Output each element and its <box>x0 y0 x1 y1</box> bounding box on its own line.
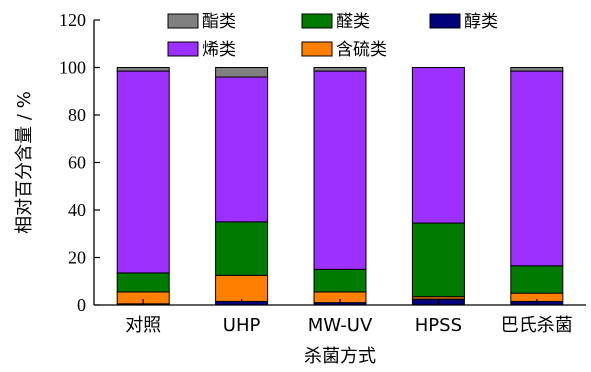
x-tick-label: 对照 <box>125 315 161 336</box>
bar-segment <box>411 67 465 224</box>
legend-label: 醛类 <box>336 12 370 32</box>
legend-swatch <box>429 13 461 29</box>
legend-label: 含硫类 <box>336 40 387 60</box>
bar-segment <box>510 67 564 72</box>
y-tick-label: 0 <box>77 295 86 315</box>
legend-item: 烯类 <box>167 40 236 60</box>
bar-segment <box>116 272 170 293</box>
bar-stack <box>313 67 367 306</box>
x-tick-label: MW-UV <box>308 315 373 336</box>
x-axis-title: 杀菌方式 <box>304 346 376 367</box>
legend-item: 醛类 <box>301 12 370 32</box>
y-axis: 0 20 40 60 80 100 120 <box>59 10 100 315</box>
bar-segment <box>215 221 269 276</box>
legend-item: 酯类 <box>167 12 236 32</box>
bar-stack <box>116 67 170 306</box>
bar-segment <box>116 67 170 72</box>
bar-stack <box>215 67 269 306</box>
bar-stack <box>510 67 564 306</box>
bar-segment <box>116 70 170 274</box>
x-tick-label: UHP <box>223 315 261 336</box>
y-axis-title: 相对百分含量 / % <box>14 91 35 234</box>
legend-swatch <box>167 13 199 29</box>
legend-label: 醇类 <box>464 12 498 32</box>
y-tick-label: 120 <box>59 10 86 30</box>
legend-label: 酯类 <box>202 12 236 32</box>
bar-segment <box>411 222 465 298</box>
bar-segment <box>215 67 269 78</box>
x-axis: 对照 UHP MW-UV HPSS 巴氏杀菌 <box>94 299 586 336</box>
bar-segment <box>313 70 367 270</box>
legend-swatch <box>167 41 199 57</box>
bar-segment <box>313 268 367 293</box>
bar-segment <box>313 67 367 72</box>
legend-swatch <box>301 41 333 57</box>
bar-segment <box>215 76 269 223</box>
bar-segment <box>215 274 269 302</box>
y-tick-label: 20 <box>68 248 86 268</box>
y-tick-label: 60 <box>68 153 86 173</box>
legend-item: 醇类 <box>429 12 498 32</box>
y-tick-label: 100 <box>59 58 86 78</box>
bar-stack <box>411 67 465 306</box>
bar-segment <box>510 70 564 267</box>
legend-label: 烯类 <box>202 40 236 60</box>
x-tick-label: HPSS <box>415 315 462 336</box>
x-tick-label: 巴氏杀菌 <box>501 315 573 336</box>
y-tick-label: 80 <box>68 105 86 125</box>
plot-area <box>116 67 564 306</box>
y-tick-label: 40 <box>68 200 86 220</box>
bar-segment <box>510 265 564 294</box>
legend-item: 含硫类 <box>301 40 387 60</box>
legend-swatch <box>301 13 333 29</box>
